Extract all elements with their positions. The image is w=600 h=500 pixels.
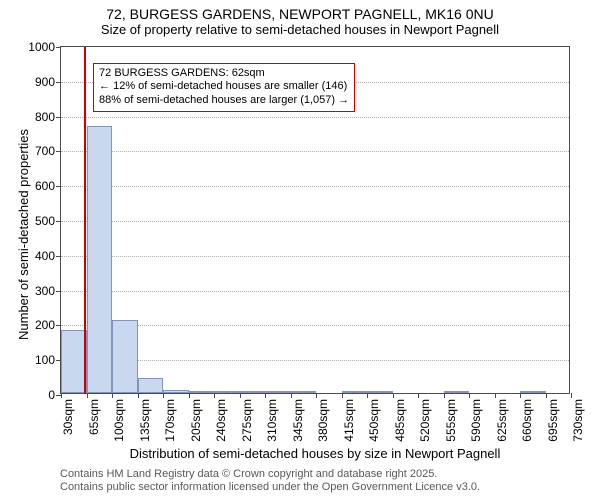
xtick-mark — [138, 393, 139, 398]
xtick-label: 100sqm — [112, 399, 126, 442]
xtick-label: 485sqm — [393, 399, 407, 442]
xtick-label: 240sqm — [214, 399, 228, 442]
xtick-mark — [342, 393, 343, 398]
xtick-label: 660sqm — [520, 399, 534, 442]
x-axis-label: Distribution of semi-detached houses by … — [60, 446, 570, 461]
histogram-bar — [291, 391, 317, 393]
xtick-mark — [393, 393, 394, 398]
ytick-label: 100 — [35, 353, 55, 367]
xtick-mark — [367, 393, 368, 398]
xtick-label: 170sqm — [163, 399, 177, 442]
histogram-bar — [444, 391, 470, 393]
histogram-bar — [520, 391, 546, 393]
ytick-label: 900 — [35, 75, 55, 89]
footer-line-2: Contains public sector information licen… — [60, 481, 480, 494]
xtick-mark — [316, 393, 317, 398]
histogram-bar — [163, 390, 189, 393]
xtick-mark — [61, 393, 62, 398]
xtick-label: 415sqm — [342, 399, 356, 442]
xtick-label: 625sqm — [495, 399, 509, 442]
histogram-bar — [189, 391, 215, 393]
ytick-label: 400 — [35, 249, 55, 263]
xtick-label: 310sqm — [265, 399, 279, 442]
annotation-box: 72 BURGESS GARDENS: 62sqm← 12% of semi-d… — [93, 63, 355, 112]
gridline — [61, 186, 569, 187]
property-marker-line — [84, 47, 86, 393]
xtick-mark — [163, 393, 164, 398]
xtick-mark — [469, 393, 470, 398]
xtick-label: 275sqm — [240, 399, 254, 442]
plot-area: 0100200300400500600700800900100030sqm65s… — [60, 46, 570, 394]
xtick-mark — [520, 393, 521, 398]
xtick-mark — [189, 393, 190, 398]
xtick-mark — [214, 393, 215, 398]
xtick-label: 345sqm — [291, 399, 305, 442]
histogram-bar — [265, 391, 291, 393]
gridline — [61, 151, 569, 152]
ytick-label: 700 — [35, 144, 55, 158]
footer-line-1: Contains HM Land Registry data © Crown c… — [60, 468, 480, 481]
xtick-mark — [444, 393, 445, 398]
histogram-bar — [87, 126, 113, 393]
xtick-label: 30sqm — [61, 399, 75, 435]
ytick-label: 1000 — [28, 40, 55, 54]
ytick-label: 300 — [35, 284, 55, 298]
ytick-mark — [56, 82, 61, 83]
xtick-mark — [112, 393, 113, 398]
ytick-mark — [56, 256, 61, 257]
xtick-mark — [240, 393, 241, 398]
histogram-bar — [214, 391, 240, 393]
chart-footer: Contains HM Land Registry data © Crown c… — [60, 468, 480, 494]
gridline — [61, 291, 569, 292]
xtick-mark — [265, 393, 266, 398]
annotation-line: ← 12% of semi-detached houses are smalle… — [99, 80, 349, 94]
annotation-line: 88% of semi-detached houses are larger (… — [99, 94, 349, 108]
gridline — [61, 221, 569, 222]
ytick-label: 600 — [35, 179, 55, 193]
histogram-bar — [138, 378, 164, 393]
gridline — [61, 117, 569, 118]
annotation-line: 72 BURGESS GARDENS: 62sqm — [99, 67, 349, 81]
xtick-mark — [495, 393, 496, 398]
ytick-label: 800 — [35, 110, 55, 124]
chart-title: 72, BURGESS GARDENS, NEWPORT PAGNELL, MK… — [0, 6, 600, 22]
histogram-bar — [342, 391, 368, 393]
ytick-label: 500 — [35, 214, 55, 228]
xtick-label: 380sqm — [316, 399, 330, 442]
xtick-label: 520sqm — [418, 399, 432, 442]
property-size-chart: 72, BURGESS GARDENS, NEWPORT PAGNELL, MK… — [0, 0, 600, 500]
xtick-mark — [546, 393, 547, 398]
histogram-bar — [112, 320, 138, 393]
ytick-mark — [56, 291, 61, 292]
histogram-bar — [367, 391, 393, 393]
xtick-label: 135sqm — [138, 399, 152, 442]
ytick-label: 0 — [48, 388, 55, 402]
xtick-label: 205sqm — [189, 399, 203, 442]
ytick-label: 200 — [35, 318, 55, 332]
histogram-bar — [61, 330, 87, 393]
ytick-mark — [56, 325, 61, 326]
ytick-mark — [56, 47, 61, 48]
ytick-mark — [56, 186, 61, 187]
y-axis-label: Number of semi-detached properties — [16, 129, 31, 340]
histogram-bar — [240, 391, 266, 393]
xtick-label: 65sqm — [87, 399, 101, 435]
xtick-mark — [291, 393, 292, 398]
xtick-mark — [418, 393, 419, 398]
xtick-mark — [87, 393, 88, 398]
xtick-label: 450sqm — [367, 399, 381, 442]
xtick-mark — [571, 393, 572, 398]
xtick-label: 695sqm — [546, 399, 560, 442]
chart-title-block: 72, BURGESS GARDENS, NEWPORT PAGNELL, MK… — [0, 0, 600, 37]
ytick-mark — [56, 221, 61, 222]
chart-subtitle: Size of property relative to semi-detach… — [0, 22, 600, 37]
ytick-mark — [56, 117, 61, 118]
xtick-label: 555sqm — [444, 399, 458, 442]
ytick-mark — [56, 151, 61, 152]
gridline — [61, 256, 569, 257]
xtick-label: 590sqm — [469, 399, 483, 442]
xtick-label: 730sqm — [571, 399, 585, 442]
